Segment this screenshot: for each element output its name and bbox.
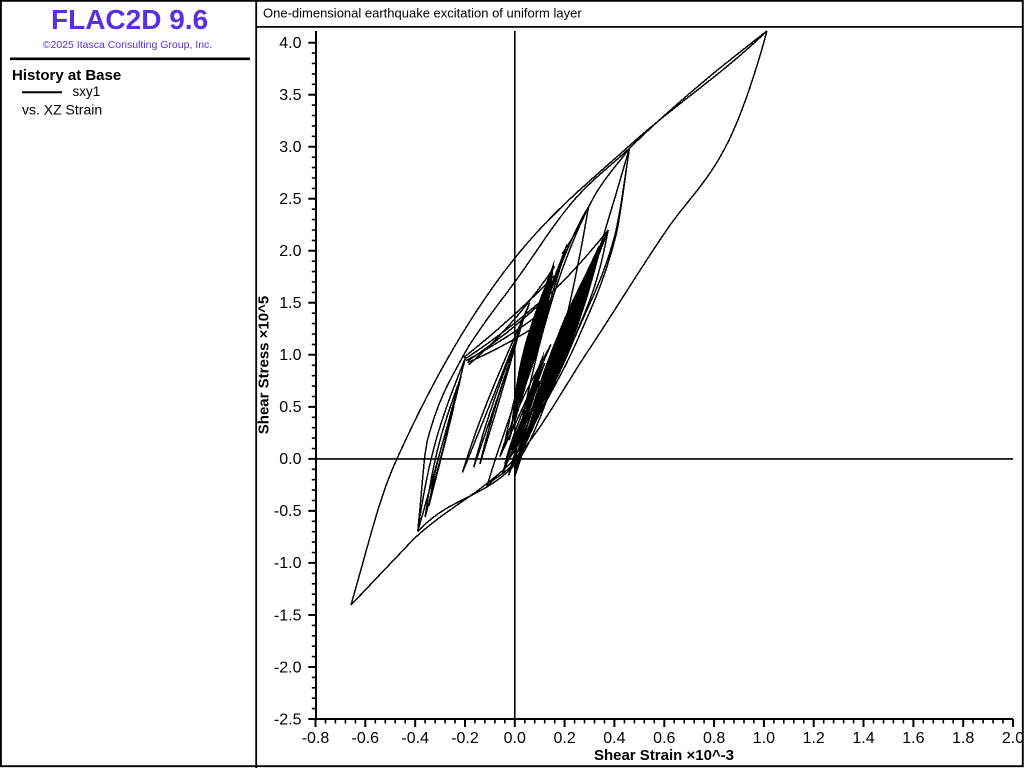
svg-text:0.5: 0.5	[279, 399, 301, 416]
svg-text:-2.5: -2.5	[274, 711, 302, 728]
svg-text:-0.6: -0.6	[352, 730, 380, 747]
svg-text:-2.0: -2.0	[274, 659, 302, 676]
svg-text:1.4: 1.4	[852, 730, 874, 747]
svg-text:-0.4: -0.4	[401, 730, 429, 747]
svg-text:FLAC2D 9.6: FLAC2D 9.6	[51, 4, 208, 35]
svg-text:Shear Strain ×10^-3: Shear Strain ×10^-3	[594, 747, 734, 764]
svg-text:3.5: 3.5	[279, 87, 301, 104]
svg-text:1.0: 1.0	[279, 347, 301, 364]
svg-text:0.0: 0.0	[504, 730, 526, 747]
svg-text:1.8: 1.8	[952, 730, 974, 747]
svg-text:1.0: 1.0	[753, 730, 775, 747]
svg-text:1.5: 1.5	[279, 295, 301, 312]
svg-text:0.0: 0.0	[279, 451, 301, 468]
svg-text:0.8: 0.8	[703, 730, 725, 747]
svg-text:2.0: 2.0	[279, 243, 301, 260]
svg-text:-1.0: -1.0	[274, 555, 302, 572]
svg-text:1.6: 1.6	[902, 730, 924, 747]
svg-text:History at Base: History at Base	[12, 67, 121, 84]
svg-text:2.0: 2.0	[1002, 730, 1024, 747]
svg-text:-0.8: -0.8	[302, 730, 330, 747]
svg-text:-1.5: -1.5	[274, 607, 302, 624]
svg-text:-0.2: -0.2	[451, 730, 479, 747]
svg-text:©2025 Itasca Consulting Group,: ©2025 Itasca Consulting Group, Inc.	[43, 39, 212, 51]
svg-text:0.4: 0.4	[603, 730, 625, 747]
svg-text:0.6: 0.6	[653, 730, 675, 747]
svg-text:1.2: 1.2	[803, 730, 825, 747]
svg-text:3.0: 3.0	[279, 139, 301, 156]
svg-text:Shear Stress ×10^5: Shear Stress ×10^5	[256, 296, 273, 434]
svg-text:-0.5: -0.5	[274, 503, 302, 520]
svg-text:vs. XZ Strain: vs. XZ Strain	[22, 102, 102, 118]
svg-text:0.2: 0.2	[553, 730, 575, 747]
svg-text:4.0: 4.0	[279, 35, 301, 52]
svg-text:2.5: 2.5	[279, 191, 301, 208]
svg-text:One-dimensional earthquake exc: One-dimensional earthquake excitation of…	[263, 6, 582, 21]
svg-text:sxy1: sxy1	[73, 84, 101, 99]
